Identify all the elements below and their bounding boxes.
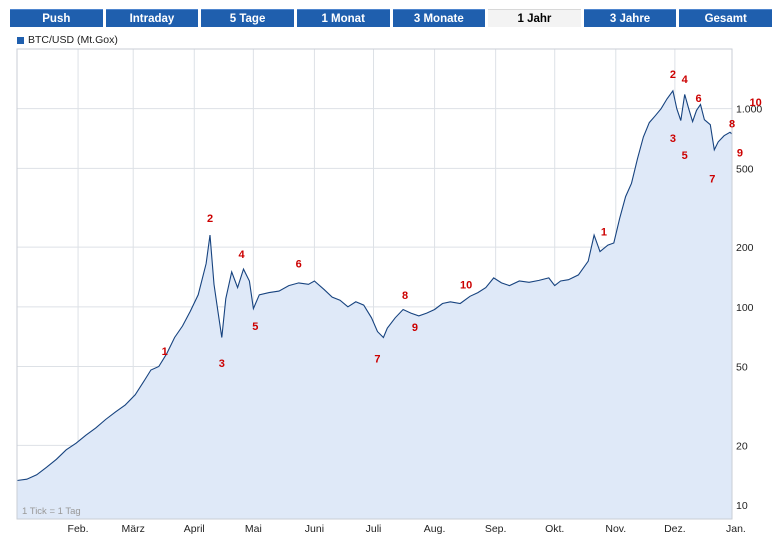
tab-3-jahre[interactable]: 3 Jahre: [583, 9, 677, 27]
annotation-marker: 1: [162, 346, 168, 358]
annotation-marker: 5: [252, 321, 258, 333]
tab-push[interactable]: Push: [10, 9, 103, 27]
x-tick-label: Feb.: [68, 523, 89, 535]
tab-5-tage[interactable]: 5 Tage: [201, 9, 294, 27]
x-tick-label: März: [122, 523, 145, 535]
annotation-marker: 10: [750, 97, 762, 109]
x-tick-label: Juni: [305, 523, 324, 535]
annotation-marker: 1: [601, 226, 607, 238]
legend-label: BTC/USD (Mt.Gox): [28, 34, 118, 46]
annotation-marker: 3: [670, 133, 676, 145]
annotation-marker: 6: [695, 93, 701, 105]
annotation-marker: 7: [374, 353, 380, 365]
legend-swatch: [17, 36, 24, 44]
annotation-marker: 3: [219, 358, 225, 370]
x-tick-label: Mai: [245, 523, 262, 535]
annotation-marker: 8: [729, 119, 735, 131]
annotation-marker: 8: [402, 290, 408, 302]
chart-legend: BTC/USD (Mt.Gox): [17, 34, 118, 46]
tab-1-monat[interactable]: 1 Monat: [296, 9, 390, 27]
annotation-marker: 4: [238, 249, 245, 261]
x-tick-label: Aug.: [424, 523, 446, 535]
x-tick-label: Jan.: [726, 523, 746, 535]
annotation-marker: 7: [709, 173, 715, 185]
annotation-marker: 2: [207, 213, 213, 225]
x-tick-label: Sep.: [485, 523, 507, 535]
annotation-marker: 6: [296, 259, 302, 271]
annotation-markers: 1 2 3 4 5 6 7 8 9 10 1 2 3 4 5 6 7 8 9 10: [162, 69, 762, 370]
x-axis-ticks: Feb. März April Mai Juni Juli Aug. Sep. Okt. Nov.…: [68, 523, 746, 535]
price-line: [17, 89, 732, 482]
y-tick-label: 200: [736, 242, 754, 254]
y-tick-label: 500: [736, 163, 754, 175]
annotation-marker: 9: [737, 148, 743, 160]
annotation-marker: 10: [460, 279, 472, 291]
y-axis-ticks: 10 20 50 100 200 500 1.000: [736, 104, 762, 512]
tab-3-monate[interactable]: 3 Monate: [392, 9, 486, 27]
y-tick-label: 10: [736, 500, 748, 512]
y-tick-label: 1.000: [736, 104, 762, 116]
annotation-marker: 5: [682, 150, 688, 162]
tab-1-jahr[interactable]: 1 Jahr: [488, 9, 581, 27]
x-tick-label: Dez.: [664, 523, 686, 535]
annotation-marker: 4: [682, 74, 689, 86]
x-tick-label: Nov.: [605, 523, 626, 535]
tab-intraday[interactable]: Intraday: [105, 9, 199, 27]
tab-gesamt[interactable]: Gesamt: [679, 9, 772, 27]
x-tick-label: April: [184, 523, 205, 535]
timeframe-tabs: Push Intraday 5 Tage 1 Monat 3 Monate 1 Jahr 3…: [10, 9, 772, 27]
x-tick-label: Juli: [366, 523, 382, 535]
tick-footnote: 1 Tick = 1 Tag: [22, 506, 81, 517]
y-tick-label: 100: [736, 302, 754, 314]
y-tick-label: 20: [736, 440, 748, 452]
annotation-marker: 2: [670, 69, 676, 81]
x-tick-label: Okt.: [545, 523, 564, 535]
y-tick-label: 50: [736, 361, 748, 373]
plot-frame: [16, 48, 733, 520]
annotation-marker: 9: [412, 322, 418, 334]
price-area: [17, 90, 732, 519]
